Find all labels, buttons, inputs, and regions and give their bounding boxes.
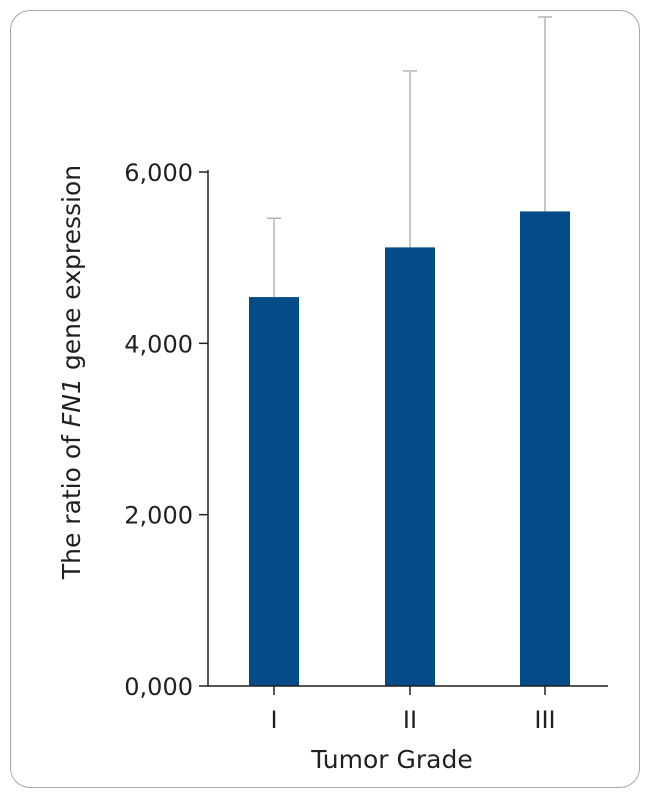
y-axis-title: The ratio of FN1 gene expression [57,165,86,580]
y-axis-title-prefix: The ratio of [57,427,86,580]
y-tick-label: 2,000 [124,502,193,530]
x-tick-label: I [270,706,277,734]
y-tick-label: 4,000 [124,330,193,358]
x-ticks: I II III [270,686,556,734]
x-axis-title: Tumor Grade [310,745,472,774]
x-tick-label: III [534,706,555,734]
y-ticks: 0,000 2,000 4,000 6,000 [124,159,208,701]
y-tick-label: 0,000 [124,673,193,701]
y-tick-label: 6,000 [124,159,193,187]
bars [249,211,570,687]
bar-grade-III [520,211,570,686]
error-bars [267,16,552,298]
bar-grade-I [249,297,299,686]
y-axis-title-suffix: gene expression [57,165,86,378]
y-axis-title-gene: FN1 [57,378,86,427]
x-tick-label: II [403,706,417,734]
bar-grade-II [385,247,435,687]
